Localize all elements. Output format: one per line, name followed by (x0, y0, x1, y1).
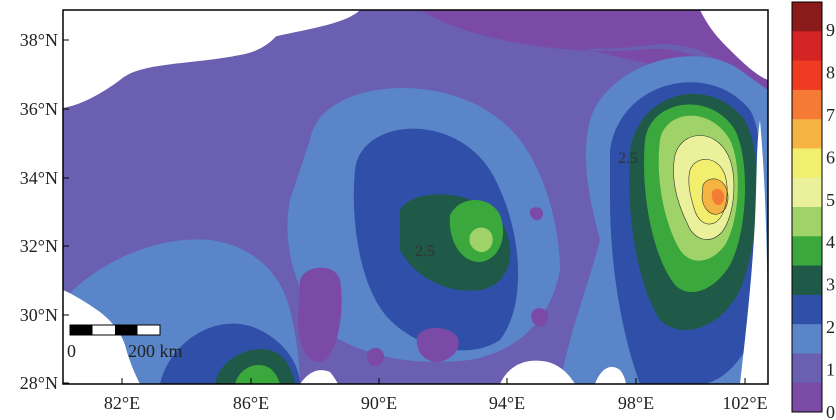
legend-swatch (792, 324, 822, 354)
scale-bar-end: 200 km (128, 341, 183, 361)
no-data-east (740, 120, 768, 384)
x-tick-label: 102°E (722, 393, 767, 413)
legend-swatch (792, 2, 822, 32)
y-tick-label: 28°N (20, 373, 58, 393)
scale-bar: 0 200 km (67, 324, 183, 361)
x-tick-label: 94°E (489, 393, 525, 413)
minimum-patch-2 (416, 327, 459, 362)
legend-swatch (792, 382, 822, 413)
minimum-north-band (420, 10, 768, 100)
legend-colorbar: 9 8 7 6 5 4 3 2 1 0 (791, 1, 835, 420)
no-data-west (63, 290, 140, 384)
legend-swatch (792, 353, 822, 384)
legend-label: 4 (826, 232, 835, 252)
legend-swatch (792, 177, 822, 208)
legend-label: 5 (826, 190, 835, 210)
minimum-patch-1 (298, 267, 342, 362)
scale-bar-segment (115, 325, 138, 335)
x-tick-label: 98°E (618, 393, 654, 413)
minimum-patch-5 (529, 207, 544, 221)
y-tick-label: 32°N (20, 236, 58, 256)
x-tick-label: 90°E (361, 393, 397, 413)
legend-label: 0 (826, 402, 835, 420)
legend-swatch (792, 89, 822, 120)
legend-label: 3 (826, 275, 835, 295)
level-7-east (711, 188, 725, 205)
legend-label: 9 (826, 20, 835, 40)
legend-frame (791, 1, 823, 413)
legend-label: 7 (826, 105, 835, 125)
legend-label: 1 (826, 360, 835, 380)
scale-bar-segment (70, 325, 93, 335)
legend-swatch (792, 119, 822, 149)
y-axis-labels: 38°N 36°N 34°N 32°N 30°N 28°N (20, 30, 58, 393)
no-data-south-1 (300, 370, 338, 384)
y-tick-label: 36°N (20, 99, 58, 119)
legend-swatch (792, 265, 822, 296)
contour-label: 2.5 (415, 243, 435, 260)
axis-ticks (63, 39, 746, 384)
x-tick-label: 86°E (233, 393, 269, 413)
scale-bar-start: 0 (67, 341, 76, 361)
legend-label: 8 (826, 62, 835, 82)
legend-swatch (792, 148, 822, 179)
legend-label: 2 (826, 317, 835, 337)
y-tick-label: 38°N (20, 30, 58, 50)
legend-swatch (792, 236, 822, 267)
level-4-central (469, 227, 493, 253)
legend-label: 6 (826, 147, 835, 167)
minimum-patch-3 (367, 347, 385, 367)
minimum-patch-4 (531, 308, 549, 327)
legend-swatch (792, 207, 822, 237)
legend-swatch (792, 31, 822, 62)
legend-swatch (792, 60, 822, 91)
contour-label: 2.5 (618, 150, 638, 167)
x-axis-labels: 82°E 86°E 90°E 94°E 98°E 102°E (104, 393, 768, 413)
no-data-northwest-2 (63, 10, 360, 40)
y-tick-label: 34°N (20, 168, 58, 188)
no-data-northeast (700, 10, 768, 80)
plot-frame (62, 9, 769, 385)
level-3-5-southwest (235, 364, 280, 384)
no-data-south-3 (595, 366, 626, 384)
contour-map (63, 10, 768, 384)
x-tick-label: 82°E (104, 393, 140, 413)
legend-swatch (792, 294, 822, 325)
no-data-south-2 (500, 360, 575, 384)
y-tick-label: 30°N (20, 305, 58, 325)
